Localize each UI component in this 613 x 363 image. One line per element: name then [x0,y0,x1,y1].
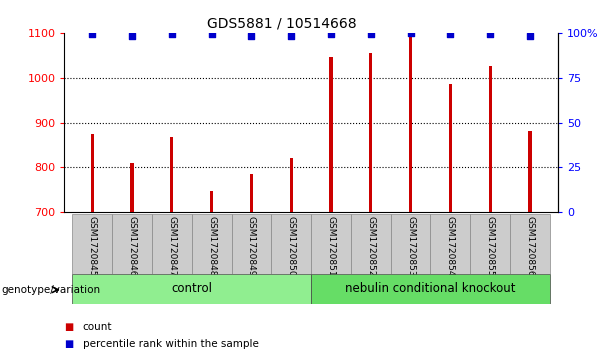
Bar [210,191,213,212]
Point [366,32,376,37]
Text: GSM1720850: GSM1720850 [287,216,295,277]
Bar [192,214,232,274]
Bar [430,214,470,274]
Text: GSM1720853: GSM1720853 [406,216,415,277]
Point [127,33,137,39]
Point [406,30,416,36]
Bar [250,174,253,212]
Bar [72,274,311,304]
Point [87,32,97,37]
Text: GSM1720856: GSM1720856 [525,216,535,277]
Point [446,32,455,37]
Bar [528,131,531,212]
Text: GSM1720848: GSM1720848 [207,216,216,277]
Point [485,32,495,37]
Text: GSM1720847: GSM1720847 [167,216,177,277]
Bar [409,37,412,212]
Point [326,32,336,37]
Text: GSM1720854: GSM1720854 [446,216,455,277]
Bar [390,214,430,274]
Point [286,33,296,39]
Point [207,32,216,37]
Text: ■: ■ [64,339,74,349]
Bar [329,57,333,212]
Bar [272,214,311,274]
Text: GSM1720855: GSM1720855 [485,216,495,277]
Text: GSM1720845: GSM1720845 [88,216,97,277]
Bar [470,214,510,274]
Text: GSM1720846: GSM1720846 [128,216,137,277]
Bar [112,214,152,274]
Bar [489,66,492,212]
Bar [170,137,173,212]
Bar [232,214,272,274]
Bar [289,158,293,212]
Bar [131,163,134,212]
Bar [152,214,192,274]
Bar [311,214,351,274]
Point [525,33,535,39]
Text: GSM1720852: GSM1720852 [367,216,375,277]
Text: GSM1720851: GSM1720851 [327,216,335,277]
Bar [449,84,452,212]
Bar [510,214,550,274]
Bar [351,214,390,274]
Text: percentile rank within the sample: percentile rank within the sample [83,339,259,349]
Text: GSM1720849: GSM1720849 [247,216,256,277]
Bar [311,274,550,304]
Text: ■: ■ [64,322,74,333]
Text: count: count [83,322,112,333]
Text: nebulin conditional knockout: nebulin conditional knockout [345,282,516,295]
Bar [72,214,112,274]
Point [246,33,256,39]
Text: genotype/variation: genotype/variation [1,285,101,295]
Bar [369,53,372,212]
Text: control: control [171,282,212,295]
Point [167,32,177,37]
Text: GDS5881 / 10514668: GDS5881 / 10514668 [207,16,357,30]
Bar [91,134,94,212]
